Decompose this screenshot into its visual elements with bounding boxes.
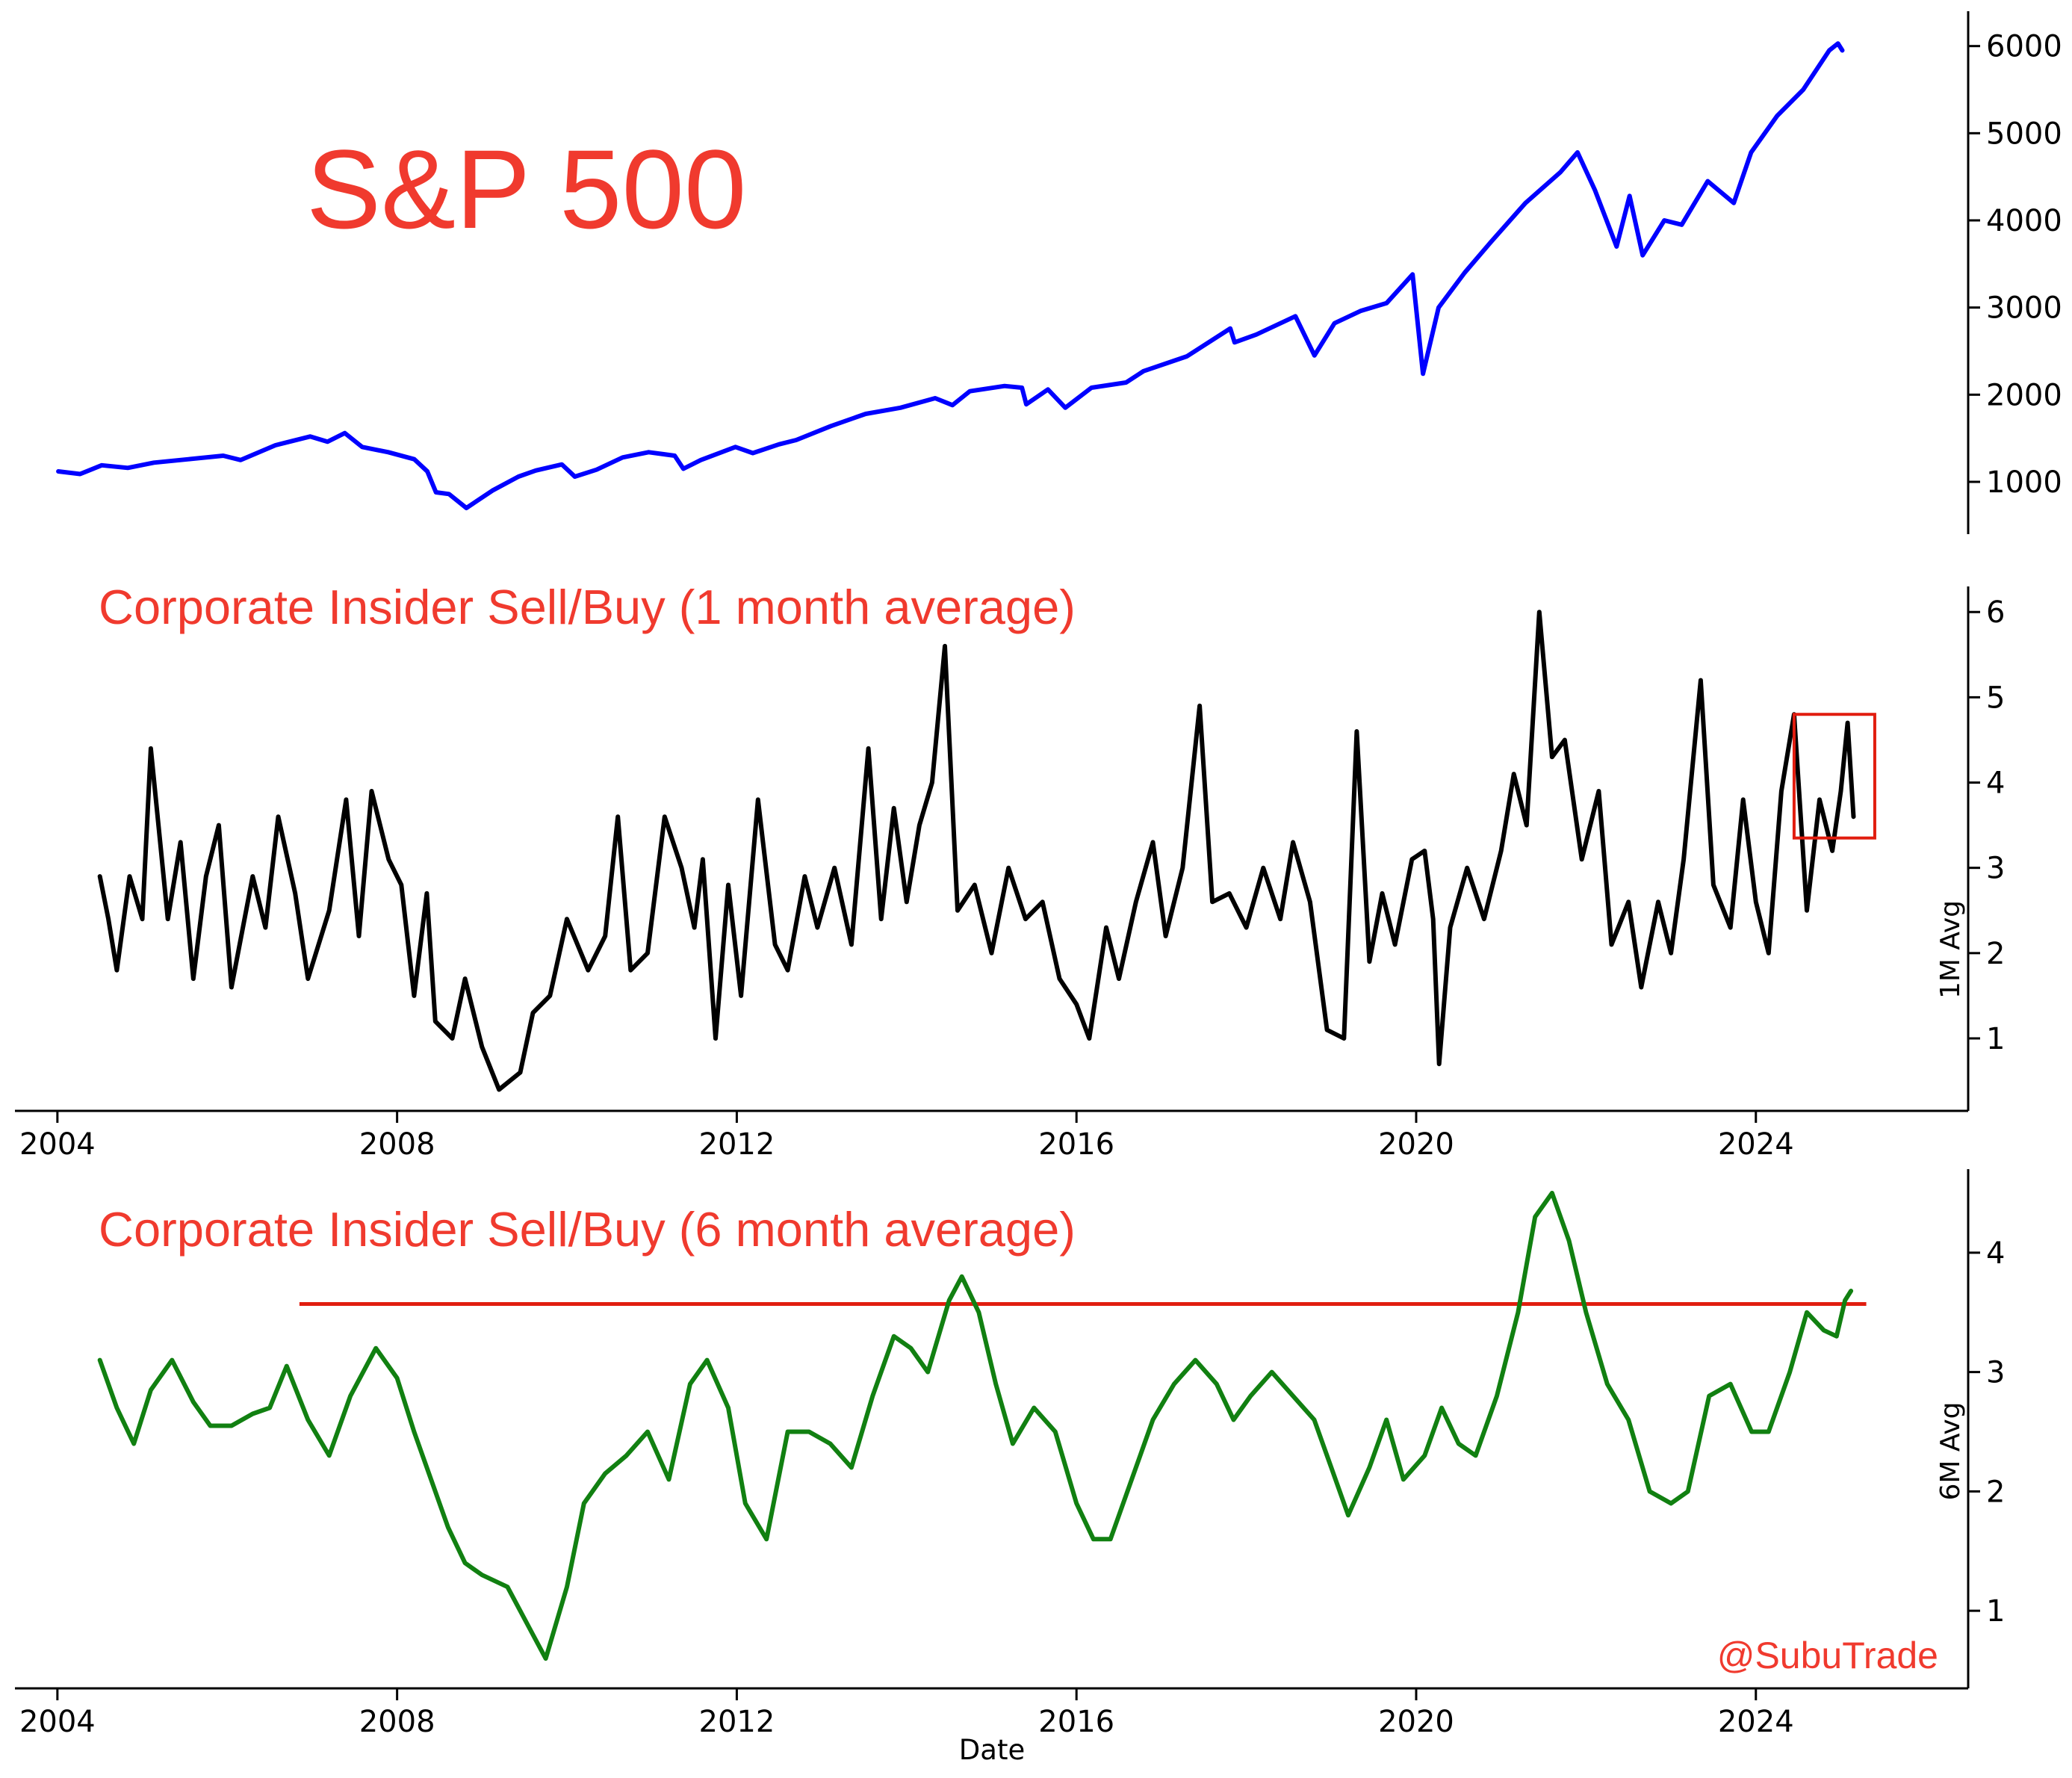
one_month-y-tick-label: 6 bbox=[1986, 595, 2005, 630]
plot-layer: 1000 2000 3000 4000 5000 6000 1 2 3 4 5 6 2004 2008 20… bbox=[15, 11, 2062, 1739]
one_month-x-tick-label: 2008 bbox=[359, 1127, 435, 1162]
one_month-y-tick-label: 4 bbox=[1986, 766, 2005, 801]
one-month-title: Corporate Insider Sell/Buy (1 month aver… bbox=[99, 580, 1076, 634]
sp500-y-tick-label: 6000 bbox=[1986, 30, 2062, 64]
six_month-y-tick-label: 4 bbox=[1986, 1236, 2005, 1271]
sp500-y-tick-label: 4000 bbox=[1986, 204, 2062, 238]
six_month-x-tick-label: 2024 bbox=[1718, 1705, 1794, 1739]
sp500-y-tick-label: 5000 bbox=[1986, 117, 2062, 151]
sp500-series-line bbox=[56, 41, 1845, 510]
one_month-y-tick-label: 3 bbox=[1986, 852, 2005, 886]
one_month-highlight-box bbox=[1792, 713, 1876, 840]
six_month-y-axis-label: 6M Avg bbox=[1935, 1401, 1966, 1500]
one_month-x-tick-label: 2012 bbox=[699, 1127, 775, 1162]
one_month-y-tick-label: 1 bbox=[1986, 1022, 2005, 1056]
six_month-x-tick-label: 2016 bbox=[1038, 1705, 1114, 1739]
six-month-title: Corporate Insider Sell/Buy (6 month aver… bbox=[99, 1202, 1076, 1257]
one_month-y-tick-label: 2 bbox=[1986, 937, 2005, 971]
six_month-series-line bbox=[97, 1191, 1854, 1661]
watermark-text: @SubuTrade bbox=[1717, 1635, 1938, 1676]
one_month-x-tick-label: 2016 bbox=[1038, 1127, 1114, 1162]
one_month-x-tick-label: 2004 bbox=[19, 1127, 96, 1162]
six_month-y-tick-label: 3 bbox=[1986, 1356, 2005, 1390]
six_month-x-tick-label: 2008 bbox=[359, 1705, 435, 1739]
six_month-x-tick-label: 2012 bbox=[699, 1705, 775, 1739]
one_month-x-tick-label: 2020 bbox=[1378, 1127, 1454, 1162]
one_month-y-tick-label: 5 bbox=[1986, 681, 2005, 715]
six_month-y-tick-label: 1 bbox=[1986, 1594, 2005, 1629]
x-axis-label: Date bbox=[959, 1734, 1025, 1766]
six_month-x-tick-label: 2020 bbox=[1378, 1705, 1454, 1739]
six_month-y-tick-label: 2 bbox=[1986, 1475, 2005, 1509]
one_month-series-line bbox=[97, 610, 1856, 1092]
one_month-y-axis-label: 1M Avg bbox=[1935, 900, 1966, 999]
one_month-x-tick-label: 2024 bbox=[1718, 1127, 1794, 1162]
sp500-title: S&P 500 bbox=[306, 126, 746, 252]
sp500-y-tick-label: 3000 bbox=[1986, 291, 2062, 326]
six_month-x-tick-label: 2004 bbox=[19, 1705, 96, 1739]
sp500-y-tick-label: 2000 bbox=[1986, 378, 2062, 412]
sp500-y-tick-label: 1000 bbox=[1986, 465, 2062, 500]
